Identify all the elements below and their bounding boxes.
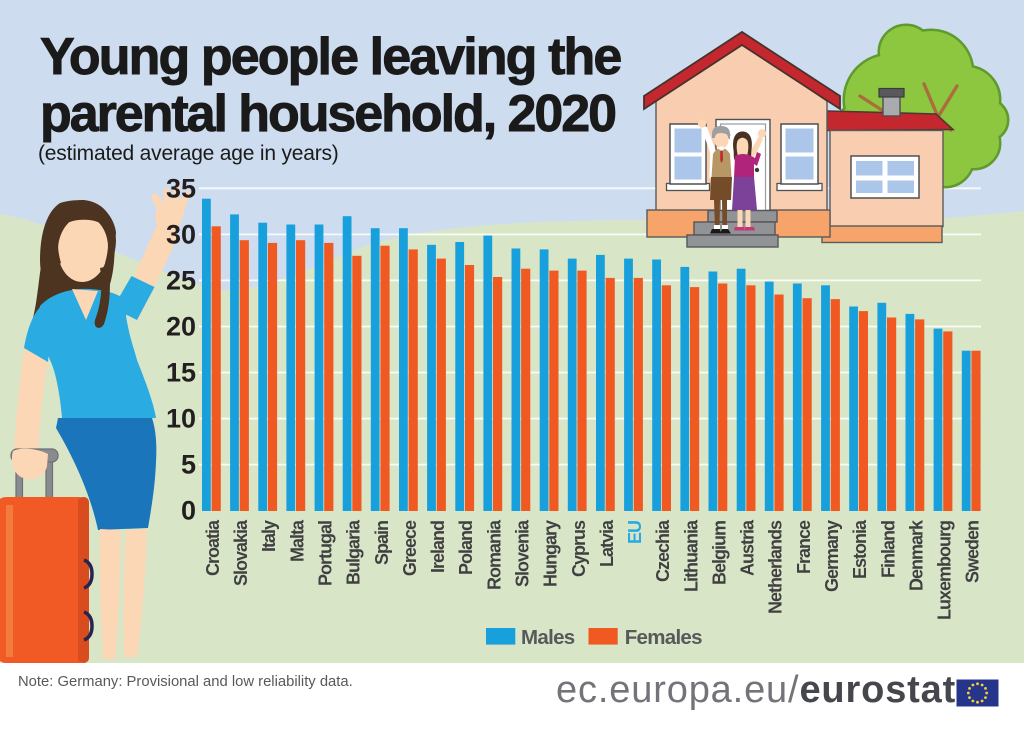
svg-text:Ireland: Ireland (428, 521, 448, 573)
svg-text:Poland: Poland (456, 521, 476, 575)
svg-text:5: 5 (181, 450, 196, 480)
svg-text:Lithuania: Lithuania (681, 519, 701, 592)
svg-text:Females: Females (625, 626, 702, 649)
svg-text:Portugal: Portugal (316, 521, 336, 586)
svg-text:Young people leaving the: Young people leaving the (40, 28, 621, 86)
svg-text:Finland: Finland (878, 521, 898, 578)
svg-text:ec.europa.eu/eurostat: ec.europa.eu/eurostat (556, 669, 956, 711)
svg-text:Italy: Italy (259, 520, 279, 552)
svg-text:Denmark: Denmark (906, 519, 926, 591)
svg-text:Estonia: Estonia (850, 519, 870, 579)
svg-text:Note: Germany: Provisional and: Note: Germany: Provisional and low relia… (18, 674, 353, 690)
svg-text:25: 25 (166, 265, 196, 295)
svg-text:Slovakia: Slovakia (231, 519, 251, 586)
svg-text:Hungary: Hungary (541, 520, 561, 587)
svg-text:Luxembourg: Luxembourg (935, 521, 955, 620)
svg-text:Cyprus: Cyprus (569, 520, 589, 577)
svg-text:France: France (794, 520, 814, 574)
svg-text:Latvia: Latvia (597, 519, 617, 567)
svg-text:Spain: Spain (372, 521, 392, 565)
svg-text:30: 30 (166, 219, 196, 249)
svg-text:Croatia: Croatia (203, 519, 223, 576)
svg-text:Germany: Germany (822, 520, 842, 592)
svg-text:EU: EU (625, 521, 645, 544)
svg-text:Austria: Austria (738, 519, 758, 576)
svg-text:Malta: Malta (287, 519, 307, 562)
svg-text:Czechia: Czechia (653, 519, 673, 582)
svg-text:(estimated average age in year: (estimated average age in years) (38, 142, 339, 165)
svg-text:Slovenia: Slovenia (513, 519, 533, 587)
svg-text:35: 35 (166, 173, 196, 203)
svg-text:0: 0 (181, 496, 196, 526)
svg-text:20: 20 (166, 312, 196, 342)
svg-text:Sweden: Sweden (963, 521, 983, 583)
svg-text:10: 10 (166, 404, 196, 434)
svg-text:Males: Males (521, 626, 575, 649)
svg-text:15: 15 (166, 358, 196, 388)
svg-text:parental household, 2020: parental household, 2020 (40, 85, 615, 143)
svg-text:Greece: Greece (400, 520, 420, 576)
svg-text:Bulgaria: Bulgaria (344, 519, 364, 585)
svg-text:Netherlands: Netherlands (766, 520, 786, 614)
svg-text:Romania: Romania (484, 519, 504, 590)
svg-text:Belgium: Belgium (710, 521, 730, 585)
